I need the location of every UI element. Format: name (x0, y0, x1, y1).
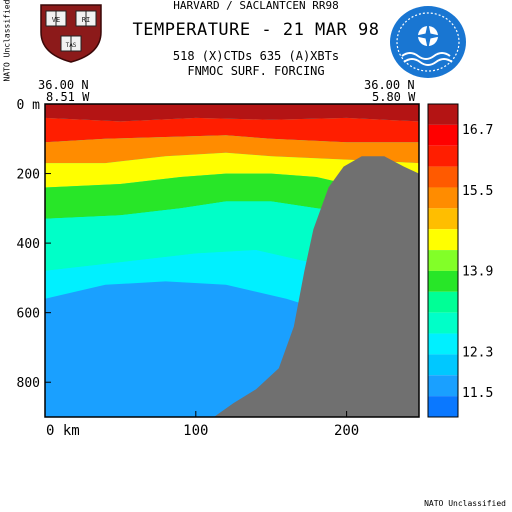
colorbar-swatch-0 (428, 104, 458, 125)
colorbar-label-3: 12.3 (462, 345, 493, 360)
header-institution: HARVARD / SACLANTCEN RR98 (173, 0, 339, 12)
x-tick-label-200: 200 (334, 423, 359, 439)
colorbar-swatch-6 (428, 229, 458, 251)
colorbar-swatch-9 (428, 291, 458, 313)
y-tick-label-400: 400 (17, 237, 40, 252)
temperature-band-2 (45, 135, 419, 164)
shield-text-tas: TAS (66, 42, 77, 49)
colorbar-swatch-5 (428, 208, 458, 230)
colorbar-swatch-2 (428, 145, 458, 167)
colorbar-swatch-8 (428, 270, 458, 292)
colorbar-swatch-14 (428, 396, 458, 417)
temperature-band-1 (45, 117, 419, 143)
shield-text-ve: VE (52, 16, 60, 24)
temperature-band-3 (45, 152, 419, 191)
header-instrument-counts: 518 (X)CTDs 635 (A)XBTs (172, 49, 340, 63)
chart-title: TEMPERATURE - 21 MAR 98 (132, 20, 380, 40)
left-endpoint-lat: 36.00 N (38, 78, 89, 92)
shield-text-ri: RI (82, 16, 90, 24)
colorbar-swatch-4 (428, 187, 458, 209)
left-endpoint-lon: 8.51 W (46, 90, 90, 104)
colorbar-swatch-7 (428, 250, 458, 271)
colorbar-swatch-12 (428, 354, 458, 376)
x-axis: 0 km 100 200 (44, 411, 359, 439)
colorbar-label-4: 11.5 (462, 386, 493, 401)
x-tick-label-100: 100 (183, 423, 208, 439)
bathymetry-layer (213, 156, 419, 417)
y-axis: 0 m 200 400 600 800 (17, 98, 51, 391)
x-tick-label-0: 0 km (46, 423, 80, 439)
colorbar-label-0: 16.7 (462, 123, 493, 138)
plot-frame (44, 103, 420, 418)
harvard-shield-icon: VE RI TAS (40, 4, 102, 63)
right-endpoint-lon: 5.80 W (372, 90, 416, 104)
colorbar: 16.7 15.5 13.9 12.3 11.5 (427, 103, 493, 418)
nato-emblem-icon (390, 6, 466, 78)
y-tick-label-600: 600 (17, 307, 40, 322)
temperature-band-0 (45, 104, 419, 122)
colorbar-swatch-11 (428, 333, 458, 355)
y-tick-label-800: 800 (17, 376, 40, 391)
colorbar-swatch-10 (428, 312, 458, 334)
colorbar-label-1: 15.5 (462, 184, 493, 199)
header-forcing: FNMOC SURF. FORCING (187, 64, 325, 78)
seafloor-shape (213, 156, 419, 417)
colorbar-swatch-3 (428, 166, 458, 188)
colorbar-swatch-1 (428, 124, 458, 146)
temperature-band-4 (45, 173, 419, 223)
y-tick-label-200: 200 (17, 168, 40, 183)
right-endpoint-lat: 36.00 N (364, 78, 415, 92)
colorbar-swatch-13 (428, 375, 458, 397)
y-tick-label-0: 0 m (17, 98, 41, 113)
classification-bottom-label: NATO Unclassified (424, 499, 506, 508)
colorbar-frame (427, 103, 459, 418)
colorbar-label-2: 13.9 (462, 265, 493, 280)
